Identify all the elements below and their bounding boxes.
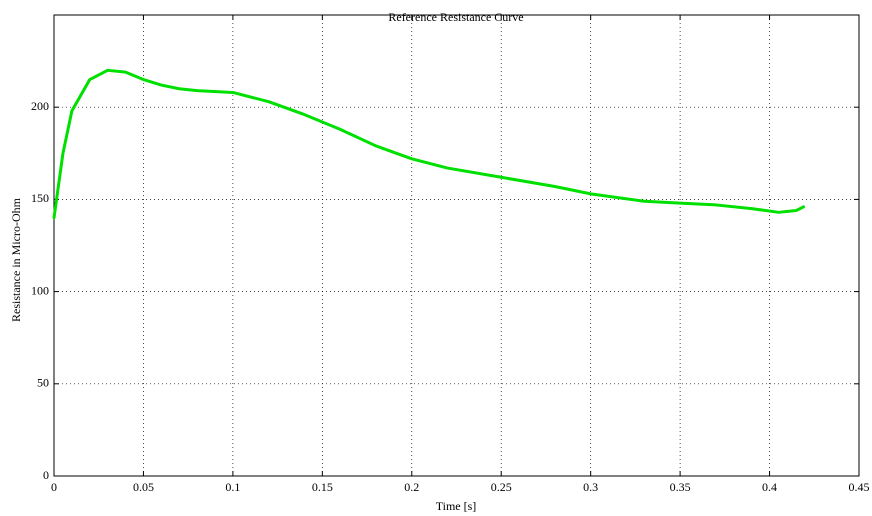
x-tick-label: 0: [51, 480, 57, 494]
plot-frame: [53, 14, 860, 477]
y-tick-label: 100: [31, 283, 49, 297]
y-tick-label: 150: [31, 191, 49, 205]
x-tick-label: 0.35: [670, 480, 691, 494]
x-tick-label: 0.25: [491, 480, 512, 494]
y-tick-label: 200: [31, 99, 49, 113]
x-tick-label: 0.4: [762, 480, 777, 494]
y-tick-label: 0: [43, 468, 49, 482]
x-tick-label: 0.3: [583, 480, 598, 494]
y-axis-label: Resistance in Micro-Ohm: [9, 197, 23, 322]
y-tick-label: 50: [37, 376, 49, 390]
x-tick-label: 0.15: [312, 480, 333, 494]
x-tick-label: 0.05: [133, 480, 154, 494]
x-tick-label: 0.1: [225, 480, 240, 494]
data-line: [52, 68, 806, 220]
x-tick-label: 0.45: [849, 480, 870, 494]
chart-title: Reference Resistance Curve: [388, 10, 523, 24]
x-axis-label: Time [s]: [436, 499, 477, 513]
x-tick-label: 0.2: [404, 480, 419, 494]
